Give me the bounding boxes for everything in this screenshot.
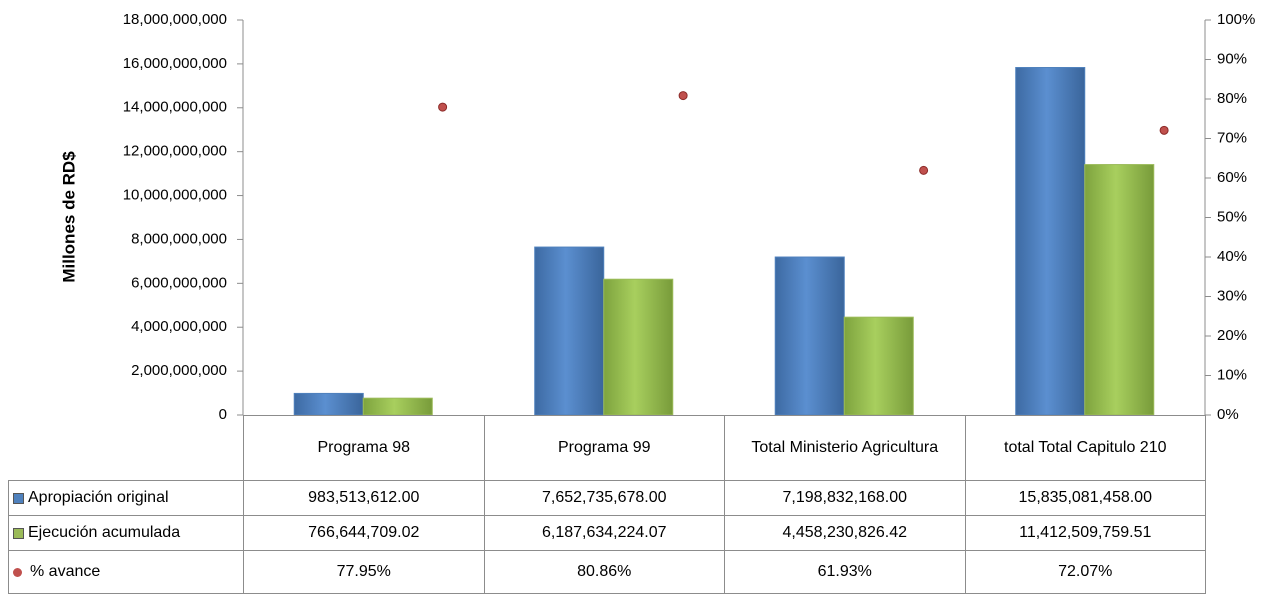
y2-tick-label: 0% <box>1217 406 1239 423</box>
legend-item: % avance <box>8 550 244 594</box>
table-value-text: 6,187,634,224.07 <box>541 524 667 541</box>
y2-tick-label: 60% <box>1217 169 1247 186</box>
y-tick-label: 18,000,000,000 <box>123 11 227 28</box>
y-tick-label: 12,000,000,000 <box>123 143 227 160</box>
point <box>919 165 929 175</box>
x-tick-label-text: Total Ministerio Agricultura <box>751 439 939 456</box>
bar <box>362 397 433 416</box>
table-value: 6,187,634,224.07 <box>483 515 725 551</box>
x-tick-label-text: Programa 99 <box>558 439 651 456</box>
legend-item: Ejecución acumulada <box>8 515 244 551</box>
x-tick-label-text: Programa 98 <box>317 439 411 456</box>
y-tick-label: 8,000,000,000 <box>131 230 227 247</box>
table-value: 15,835,081,458.00 <box>964 480 1206 516</box>
point <box>438 102 448 112</box>
legend-text: Ejecución acumulada <box>28 524 181 541</box>
table-value: 61.93% <box>724 550 966 594</box>
table-value-text: 61.93% <box>817 563 872 580</box>
table-value: 11,412,509,759.51 <box>964 515 1206 551</box>
table-value: 80.86% <box>483 550 725 594</box>
legend-key <box>13 492 24 504</box>
y2-tick-label: 20% <box>1217 327 1247 344</box>
bar <box>293 392 364 416</box>
table-value: 766,644,709.02 <box>243 515 485 551</box>
table-value-text: 4,458,230,826.42 <box>782 524 908 541</box>
table-value-text: 983,513,612.00 <box>308 489 420 506</box>
legend-text: Apropiación original <box>28 489 169 506</box>
bar <box>534 246 605 416</box>
y-axis-title: Millones de RD$ <box>59 151 78 283</box>
bar <box>1015 67 1086 416</box>
table-value-text: 15,835,081,458.00 <box>1018 489 1152 506</box>
table-value-text: 77.95% <box>336 563 391 580</box>
y2-tick-label: 40% <box>1217 248 1247 265</box>
x-tick-label: Total Ministerio Agricultura <box>724 415 966 481</box>
table-value: 983,513,612.00 <box>243 480 485 516</box>
y-tick-label: 6,000,000,000 <box>131 274 227 291</box>
y2-tick-label: 80% <box>1217 90 1247 107</box>
bar <box>843 316 914 416</box>
legend-key <box>13 567 22 577</box>
point <box>678 91 688 101</box>
point <box>1159 125 1169 135</box>
y-tick-label: 4,000,000,000 <box>131 318 227 335</box>
y-tick-label: 0 <box>219 406 227 423</box>
y2-tick-label: 70% <box>1217 129 1247 146</box>
y2-tick-label: 50% <box>1217 208 1247 225</box>
legend-item: Apropiación original <box>8 480 244 516</box>
y2-tick-label: 30% <box>1217 287 1247 304</box>
table-value-text: 7,198,832,168.00 <box>782 489 908 506</box>
table-value: 4,458,230,826.42 <box>724 515 966 551</box>
table-value-text: 7,652,735,678.00 <box>541 489 667 506</box>
table-value-text: 72.07% <box>1058 563 1113 580</box>
x-tick-label-text: total Total Capitulo 210 <box>1004 439 1167 456</box>
bar <box>603 278 674 416</box>
y-tick-label: 14,000,000,000 <box>123 99 227 116</box>
x-tick-label: Programa 98 <box>243 415 485 481</box>
bar <box>1084 164 1155 416</box>
legend-text: % avance <box>30 563 101 580</box>
table-value-text: 11,412,509,759.51 <box>1019 524 1152 541</box>
table-value: 7,198,832,168.00 <box>724 480 966 516</box>
bar <box>774 256 845 416</box>
table-value: 72.07% <box>964 550 1206 594</box>
legend-key <box>13 527 24 539</box>
table-value: 77.95% <box>243 550 485 594</box>
x-tick-label: total Total Capitulo 210 <box>964 415 1206 481</box>
y-tick-label: 10,000,000,000 <box>123 187 227 204</box>
table-value: 7,652,735,678.00 <box>483 480 725 516</box>
table-value-text: 80.86% <box>577 563 632 580</box>
y-tick-label: 16,000,000,000 <box>123 55 227 72</box>
y2-tick-label: 10% <box>1217 366 1247 383</box>
table-value-text: 766,644,709.02 <box>308 524 420 541</box>
y2-tick-label: 90% <box>1217 50 1247 67</box>
y2-tick-label: 100% <box>1217 11 1255 28</box>
x-tick-label: Programa 99 <box>483 415 725 481</box>
y-tick-label: 2,000,000,000 <box>131 362 227 379</box>
